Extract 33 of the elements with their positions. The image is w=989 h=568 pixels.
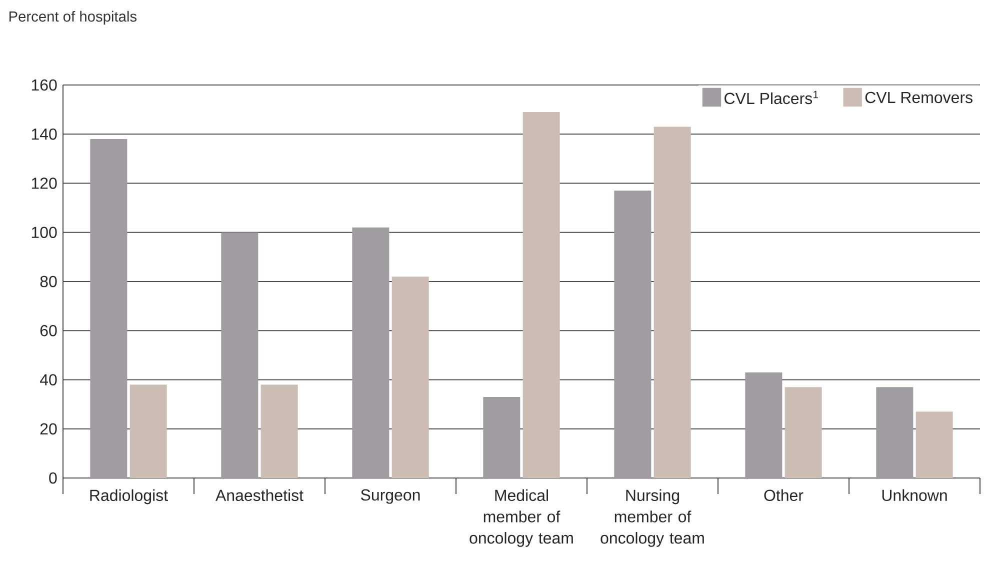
y-tick-label: 100 — [32, 226, 57, 238]
x-tick-label: Surgeon — [360, 489, 420, 504]
y-tick-label: 40 — [40, 374, 57, 386]
bar — [392, 276, 429, 478]
y-tick-label: 140 — [32, 128, 57, 140]
bar — [130, 384, 167, 478]
bar — [483, 396, 520, 478]
x-tick-label: Other — [764, 489, 804, 502]
y-tick-label: 0 — [49, 472, 57, 484]
bar — [916, 412, 953, 478]
x-tick-label: Anaesthetist — [215, 489, 304, 502]
bar — [352, 227, 390, 478]
y-tick-label: 120 — [32, 178, 57, 189]
bar — [614, 190, 652, 478]
bar — [654, 126, 691, 478]
bar — [90, 139, 128, 478]
y-tick-label: 60 — [40, 324, 57, 336]
y-tick-label: 20 — [40, 423, 57, 435]
x-tick-label: Nursing member of oncology team — [600, 489, 704, 547]
y-tick-label: 80 — [40, 276, 57, 288]
y-axis-title: Percent of hospitals — [9, 10, 137, 25]
legend-label: CVL Removers — [865, 92, 972, 104]
x-tick-label: Radiologist — [90, 489, 168, 504]
x-tick-label: Unknown — [882, 489, 947, 502]
y-tick-label: 160 — [32, 79, 57, 91]
bar — [522, 112, 560, 478]
bar — [221, 232, 258, 478]
bar — [876, 387, 914, 478]
legend-label: CVL Placers$^{1}$ — [724, 90, 818, 104]
bar — [784, 387, 822, 478]
x-tick-label: Medical member of oncology team — [470, 489, 573, 547]
bar — [745, 372, 782, 478]
bar — [260, 384, 298, 478]
